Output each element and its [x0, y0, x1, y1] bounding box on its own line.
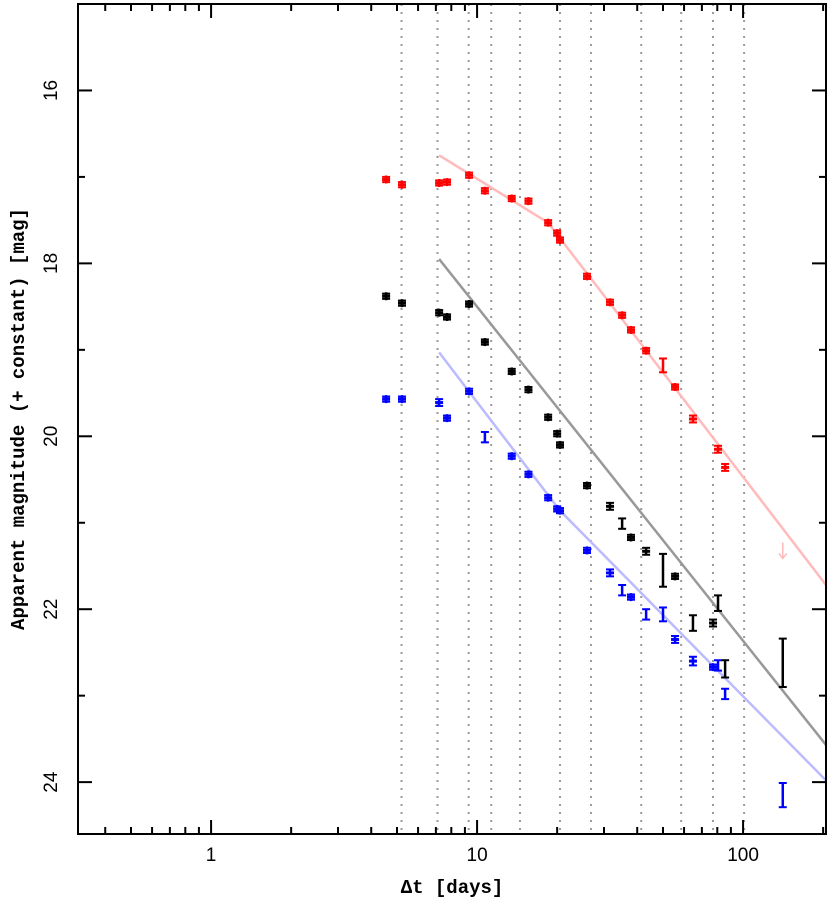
fit-lines [438, 154, 827, 782]
data-point [721, 659, 730, 679]
data-point [443, 414, 452, 423]
y-axis-label: Apparent magnitude (+ constant) [mag] [8, 208, 30, 630]
data-point [507, 452, 516, 461]
data-point [618, 311, 627, 320]
data-point [688, 414, 697, 424]
data-point [671, 383, 680, 392]
y-tick-label: 24 [41, 771, 62, 793]
data-point [714, 444, 723, 454]
data-point [721, 687, 730, 701]
data-point [480, 430, 489, 444]
data-point [443, 178, 452, 187]
y-tick-labels: 16 18 20 22 24 [41, 80, 62, 793]
data-point [688, 655, 697, 667]
data-point [556, 506, 565, 515]
x-tick-label: 10 [467, 845, 488, 866]
y-tick-label: 22 [41, 599, 62, 620]
data-point [659, 606, 668, 623]
x-tick-label: 1 [206, 845, 217, 866]
data-point [382, 395, 391, 404]
data-point [642, 608, 651, 621]
data-point [480, 338, 489, 347]
data-point [435, 178, 444, 187]
data-point [659, 357, 668, 374]
data-point [465, 300, 474, 309]
data-point [553, 229, 562, 238]
data-point [618, 517, 627, 530]
fit-line [438, 258, 827, 746]
data-point [626, 325, 635, 334]
data-point [382, 175, 391, 184]
data-point [714, 659, 723, 672]
data-point [524, 470, 533, 479]
data-point [465, 171, 474, 180]
x-tick-label: 100 [727, 845, 759, 866]
upper-limit-arrow [778, 542, 788, 560]
data-point [583, 546, 592, 555]
data-point [618, 584, 627, 597]
data-point [397, 395, 406, 404]
data-point [480, 186, 489, 195]
y-tick-label: 18 [41, 253, 62, 274]
data-point [544, 493, 553, 502]
data-point [507, 367, 516, 376]
data-point [642, 346, 651, 355]
data-point [443, 312, 452, 321]
data-point [709, 618, 718, 628]
data-point [544, 413, 553, 422]
data-point [524, 197, 533, 206]
data-point [778, 637, 787, 689]
data-points [382, 171, 788, 809]
x-tick-labels: 1 10 100 [206, 845, 759, 866]
data-point [507, 194, 516, 203]
fit-line [438, 154, 827, 586]
data-point [688, 614, 697, 632]
data-point [605, 298, 614, 307]
data-point [556, 236, 565, 245]
data-point [556, 440, 565, 449]
data-point [605, 501, 614, 511]
data-point [778, 781, 787, 809]
y-tick-label: 16 [41, 80, 62, 101]
data-point [642, 546, 651, 556]
data-point [524, 385, 533, 394]
x-axis-label: Δt [days] [401, 877, 504, 899]
data-point [626, 593, 635, 602]
data-point [553, 429, 562, 438]
data-point [659, 552, 668, 588]
data-point [465, 387, 474, 396]
data-point [583, 481, 592, 490]
data-point [435, 398, 444, 408]
data-point [714, 594, 723, 612]
data-point [721, 462, 730, 472]
arrow-head [778, 552, 788, 560]
data-point [435, 308, 444, 317]
data-point [397, 299, 406, 308]
y-tick-label: 20 [41, 426, 62, 447]
fit-line [438, 351, 827, 782]
data-point [605, 568, 614, 578]
axis-ticks [78, 4, 826, 834]
data-point [671, 635, 680, 644]
data-point [626, 533, 635, 542]
data-point [583, 272, 592, 281]
data-point [671, 572, 680, 581]
data-point [382, 292, 391, 301]
data-point [544, 218, 553, 227]
data-point [397, 180, 406, 189]
